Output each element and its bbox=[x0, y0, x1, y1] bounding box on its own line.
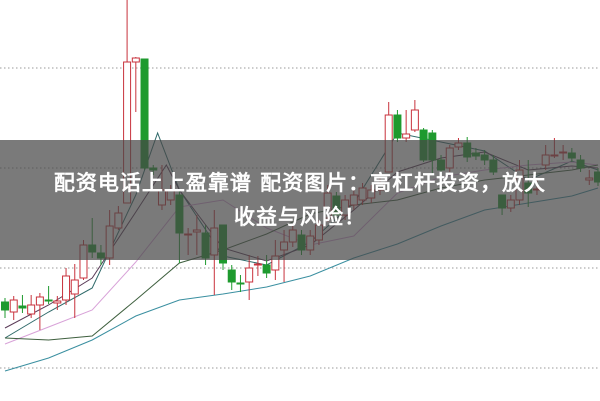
candle-body bbox=[1, 301, 9, 311]
candle bbox=[70, 264, 79, 318]
candle-body bbox=[262, 264, 271, 274]
candle bbox=[131, 57, 140, 112]
candle-body bbox=[9, 299, 18, 313]
candle-body bbox=[70, 279, 79, 295]
candle-body bbox=[410, 109, 419, 131]
candle-body bbox=[393, 114, 402, 139]
candle-body bbox=[236, 282, 245, 285]
candle-body bbox=[35, 296, 44, 306]
candle-body bbox=[402, 133, 411, 139]
candle-body bbox=[44, 299, 53, 302]
candle-body bbox=[131, 57, 140, 63]
candle bbox=[35, 293, 44, 330]
candle bbox=[245, 255, 254, 300]
candle bbox=[393, 110, 402, 142]
title-line-2: 收益与风险！ bbox=[234, 205, 366, 229]
candle bbox=[9, 296, 18, 320]
candle bbox=[402, 110, 411, 142]
candle-body bbox=[27, 304, 36, 315]
candle bbox=[1, 298, 9, 318]
candle bbox=[44, 286, 53, 304]
title-line-1: 配资电话上上盈靠谱 配资图片：高杠杆投资，放大 bbox=[53, 171, 547, 195]
title-banner: 配资电话上上盈靠谱 配资图片：高杠杆投资，放大 收益与风险！ bbox=[0, 140, 600, 260]
candle bbox=[227, 265, 236, 290]
candle-body bbox=[18, 305, 27, 309]
candle bbox=[62, 268, 71, 305]
candle-body bbox=[62, 275, 71, 301]
candle bbox=[236, 275, 245, 292]
candle-body bbox=[253, 263, 262, 266]
candle-body bbox=[245, 267, 254, 283]
candle bbox=[18, 295, 27, 313]
candle bbox=[27, 295, 36, 318]
candle-body bbox=[53, 300, 62, 304]
candle-body bbox=[227, 269, 236, 283]
candle bbox=[410, 100, 419, 132]
candle bbox=[53, 296, 62, 310]
